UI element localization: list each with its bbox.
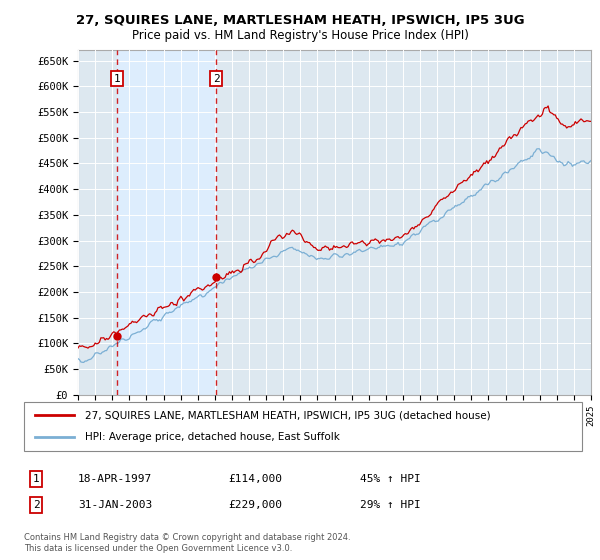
Text: 2: 2 (213, 74, 220, 83)
Text: 27, SQUIRES LANE, MARTLESHAM HEATH, IPSWICH, IP5 3UG (detached house): 27, SQUIRES LANE, MARTLESHAM HEATH, IPSW… (85, 410, 491, 421)
Text: 27, SQUIRES LANE, MARTLESHAM HEATH, IPSWICH, IP5 3UG: 27, SQUIRES LANE, MARTLESHAM HEATH, IPSW… (76, 14, 524, 27)
Bar (117, 50, 216, 395)
Text: Contains HM Land Registry data © Crown copyright and database right 2024.
This d: Contains HM Land Registry data © Crown c… (24, 533, 350, 553)
Text: £229,000: £229,000 (228, 500, 282, 510)
Text: 29% ↑ HPI: 29% ↑ HPI (360, 500, 421, 510)
Text: 1: 1 (114, 74, 121, 83)
Text: 1: 1 (32, 474, 40, 484)
Text: HPI: Average price, detached house, East Suffolk: HPI: Average price, detached house, East… (85, 432, 340, 442)
Text: £114,000: £114,000 (228, 474, 282, 484)
Text: 2: 2 (32, 500, 40, 510)
Text: 45% ↑ HPI: 45% ↑ HPI (360, 474, 421, 484)
Text: 31-JAN-2003: 31-JAN-2003 (78, 500, 152, 510)
Text: 18-APR-1997: 18-APR-1997 (78, 474, 152, 484)
Text: Price paid vs. HM Land Registry's House Price Index (HPI): Price paid vs. HM Land Registry's House … (131, 29, 469, 42)
